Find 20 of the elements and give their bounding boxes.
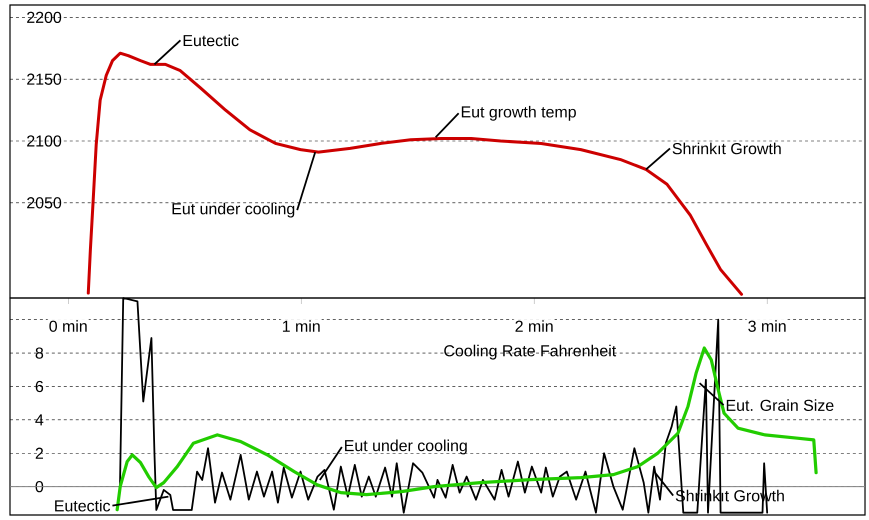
y-tick-label: 2200 bbox=[27, 12, 62, 23]
annotation: Eut. Grain Size bbox=[726, 399, 834, 411]
x-tick-label: 0 min bbox=[49, 320, 87, 332]
y-tick-label: 0 bbox=[36, 480, 44, 492]
annotation: Eut under cooling bbox=[345, 440, 467, 454]
y-tick-label: 8 bbox=[36, 347, 44, 359]
text: Cooling Rate Fahrenheit bbox=[444, 344, 616, 360]
x-tick-label: 1 min bbox=[282, 320, 320, 332]
annotation: Eut under cooling bbox=[172, 202, 294, 218]
x-tick-label: 3 min bbox=[748, 320, 786, 332]
annotation: Eut growth temp bbox=[462, 106, 576, 121]
annotation: Eutectic bbox=[184, 34, 239, 46]
annotation: Eutectic bbox=[55, 500, 110, 512]
x-tick-label: 2 min bbox=[515, 320, 553, 332]
y-tick-label: 4 bbox=[35, 414, 44, 426]
y-tick-label: 2150 bbox=[27, 74, 62, 85]
y-tick-label: 2050 bbox=[27, 197, 62, 208]
y-tick-label: 2100 bbox=[27, 135, 62, 147]
y-tick-label: 6 bbox=[36, 380, 44, 392]
annotation: Shrinkıt Growth bbox=[672, 142, 781, 154]
